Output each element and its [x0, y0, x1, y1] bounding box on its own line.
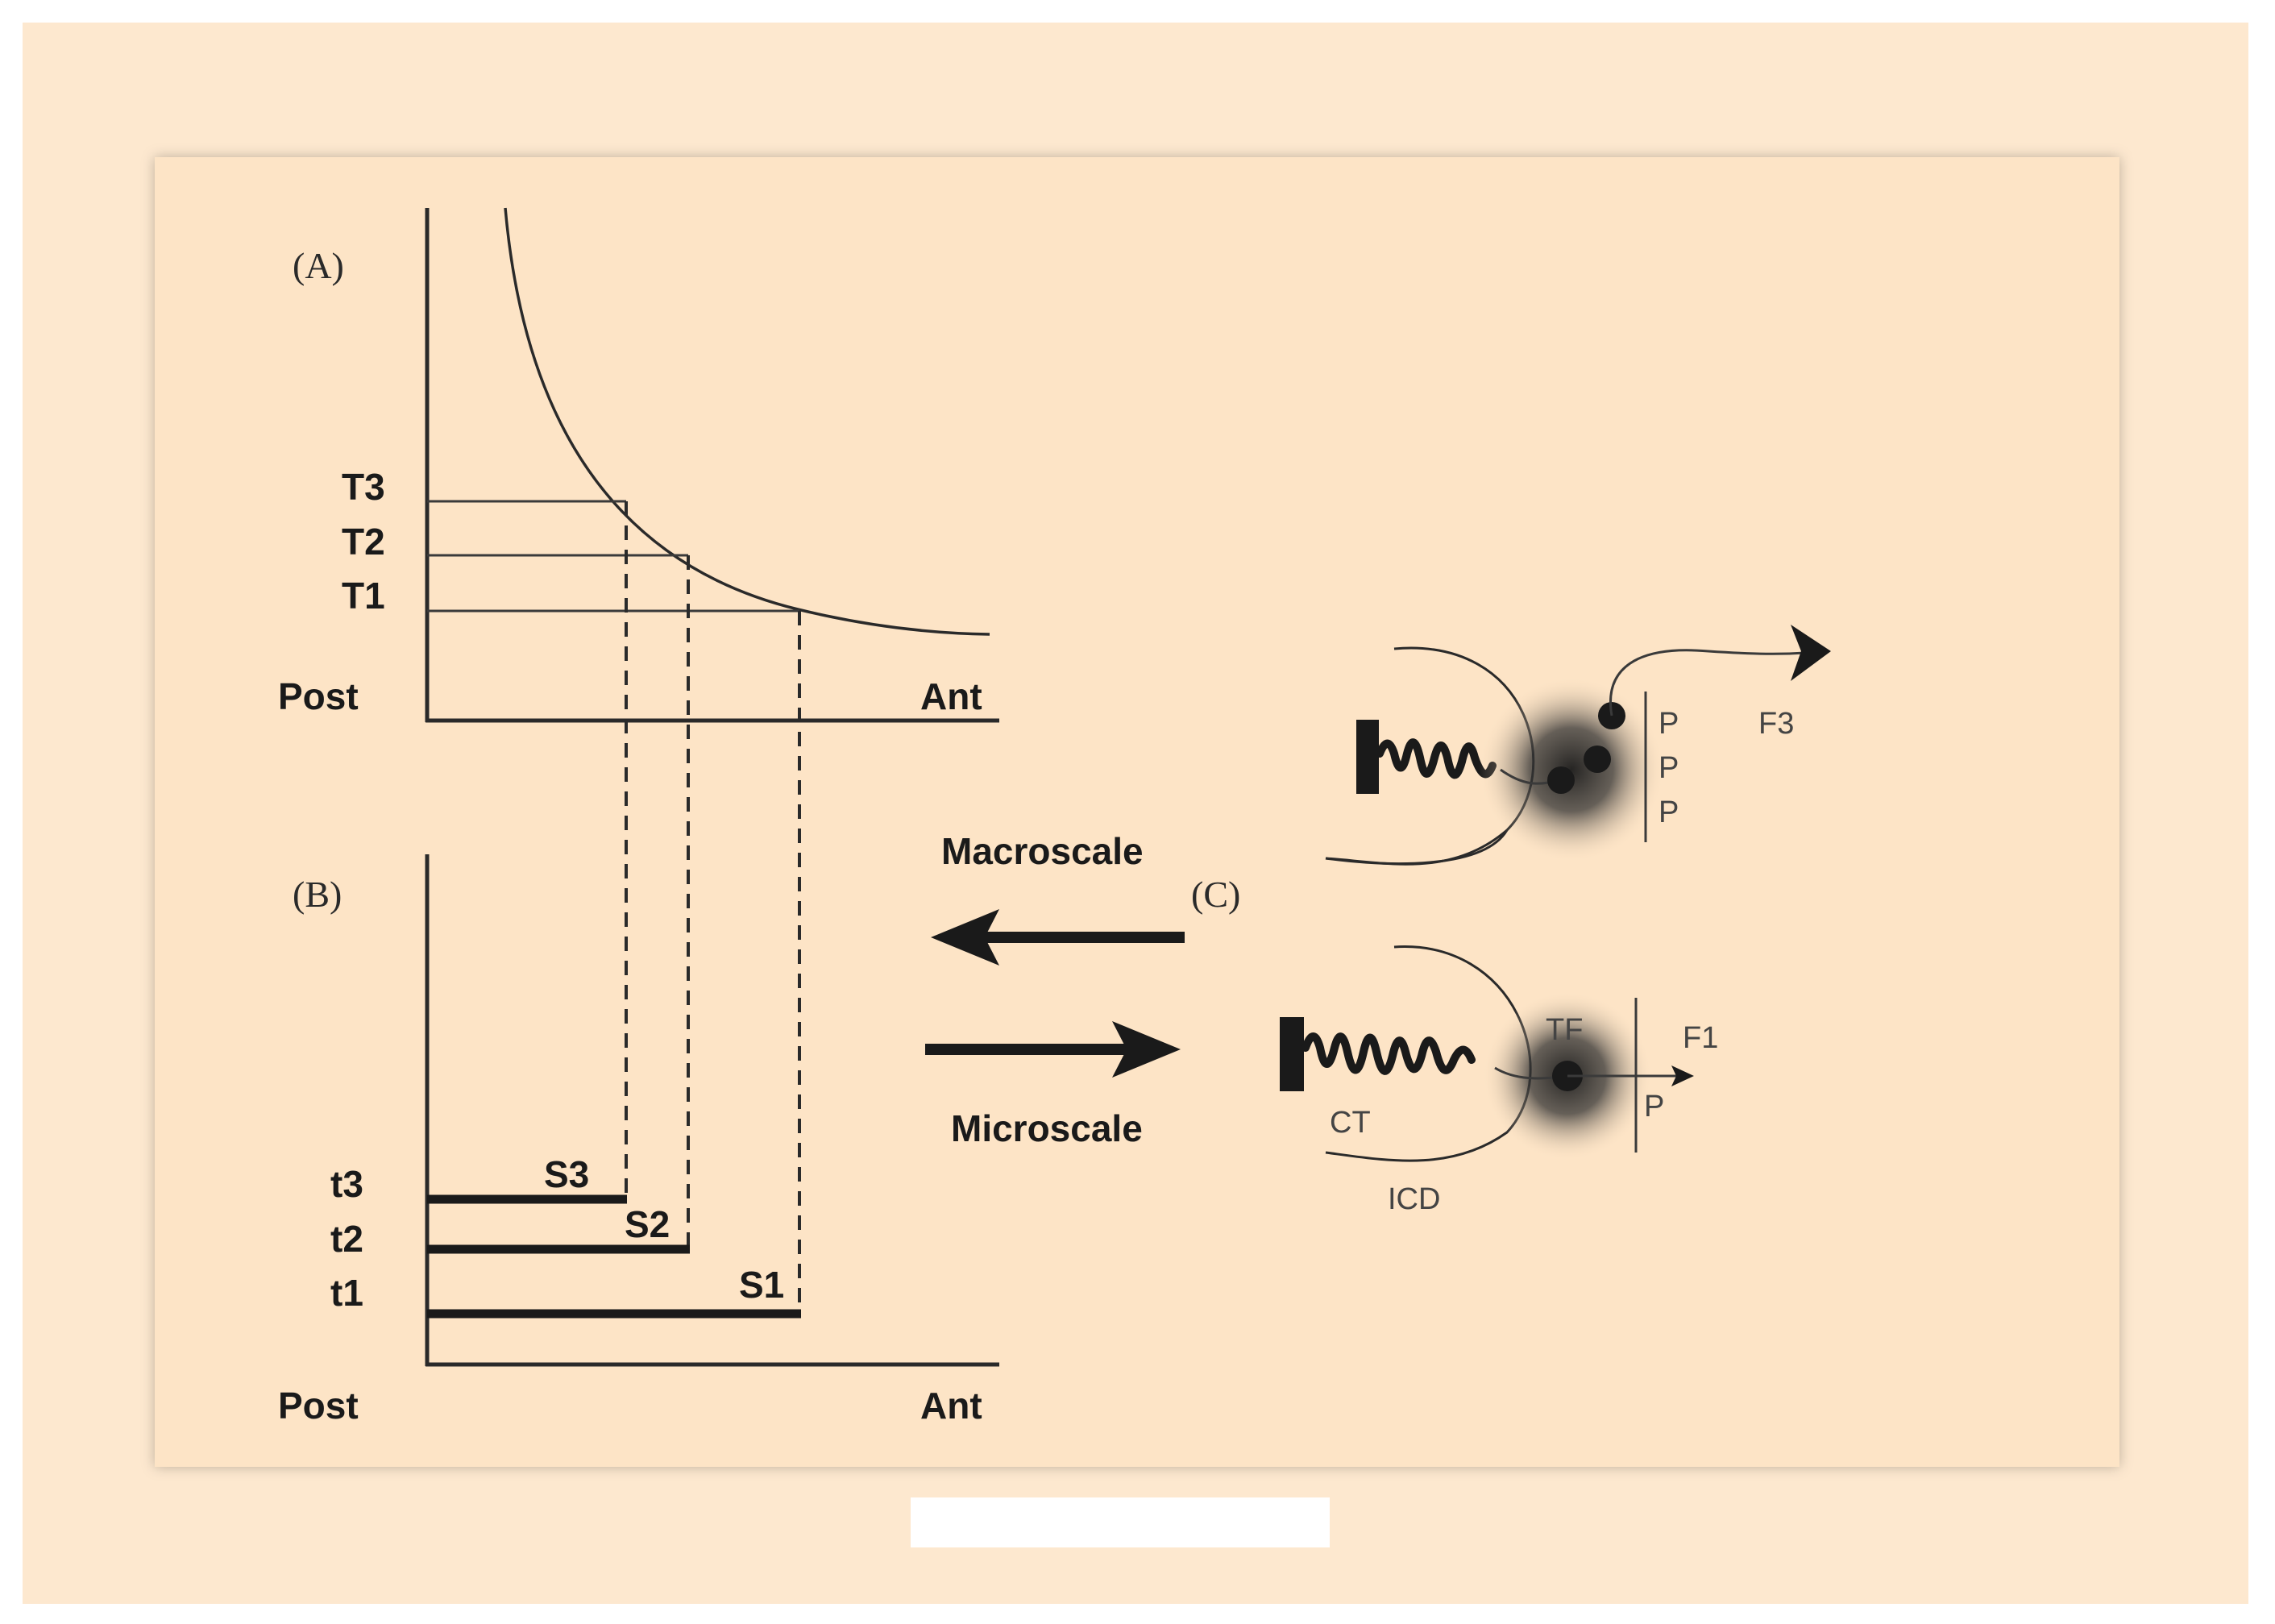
macroscale-arrow-head — [931, 909, 999, 966]
tick-label-t2: t2 — [330, 1218, 363, 1260]
bottom-output-arrow-head — [1671, 1065, 1694, 1086]
bottom-tf-label: TF — [1546, 1013, 1583, 1047]
bottom-output-label-F1: F1 — [1683, 1021, 1718, 1055]
panel-c: (C) P P P F3 — [1191, 625, 1831, 1216]
tick-label-t3: t3 — [330, 1163, 363, 1205]
panel-b-x-right-label: Ant — [920, 1385, 982, 1427]
bottom-p-label: P — [1644, 1090, 1664, 1124]
top-cell-membrane-arc-lower — [1325, 829, 1509, 866]
panel-c-top-cell: P P P F3 — [1325, 625, 1831, 866]
diagram-panel — [155, 157, 2119, 1467]
panel-a-decay-curve — [504, 207, 990, 636]
panel-a-x-left-label: Post — [278, 675, 359, 717]
microscale-label: Microscale — [951, 1107, 1143, 1149]
scale-arrows: Macroscale Microscale — [925, 830, 1185, 1149]
caption-placeholder — [911, 1497, 1330, 1547]
panel-a-label: (A) — [293, 245, 344, 286]
top-p-label-2: P — [1659, 751, 1679, 785]
panel-b-x-left-label: Post — [278, 1385, 359, 1427]
macroscale-label: Macroscale — [941, 830, 1144, 872]
top-output-arrow-head — [1791, 625, 1831, 681]
bottom-coiled-chain-icon — [1301, 1032, 1476, 1075]
panel-a: (A) T3 T2 T1 Post Ant — [278, 207, 999, 723]
top-anchor-block — [1356, 720, 1379, 794]
tick-label-t1: t1 — [330, 1272, 363, 1314]
panel-b: (B) t3 t2 t1 S3 S2 S1 Post Ant — [278, 854, 999, 1427]
segment-label-S3: S3 — [544, 1153, 589, 1195]
top-output-curve — [1609, 649, 1806, 716]
bottom-icd-label: ICD — [1388, 1182, 1440, 1216]
top-particle-1 — [1547, 766, 1575, 794]
panel-a-x-right-label: Ant — [920, 675, 982, 717]
segment-label-S2: S2 — [625, 1203, 670, 1245]
segment-label-S1: S1 — [739, 1264, 784, 1306]
panel-c-label: (C) — [1191, 874, 1240, 915]
panel-b-label: (B) — [293, 874, 342, 915]
top-p-label-1: P — [1659, 707, 1679, 741]
top-particle-2 — [1584, 746, 1611, 773]
tick-label-T1: T1 — [342, 575, 385, 617]
bottom-anchor-block — [1280, 1017, 1304, 1091]
top-p-label-3: P — [1659, 795, 1679, 829]
tick-label-T2: T2 — [342, 521, 385, 563]
bottom-ct-label: CT — [1330, 1106, 1371, 1140]
tick-label-T3: T3 — [342, 466, 385, 508]
top-glow-region — [1479, 677, 1664, 862]
microscale-arrow-head — [1112, 1021, 1181, 1078]
top-output-label-F3: F3 — [1758, 707, 1794, 741]
panel-c-bottom-cell: TF F1 P CT ICD — [1280, 945, 1718, 1216]
top-coiled-chain-icon — [1376, 738, 1497, 779]
